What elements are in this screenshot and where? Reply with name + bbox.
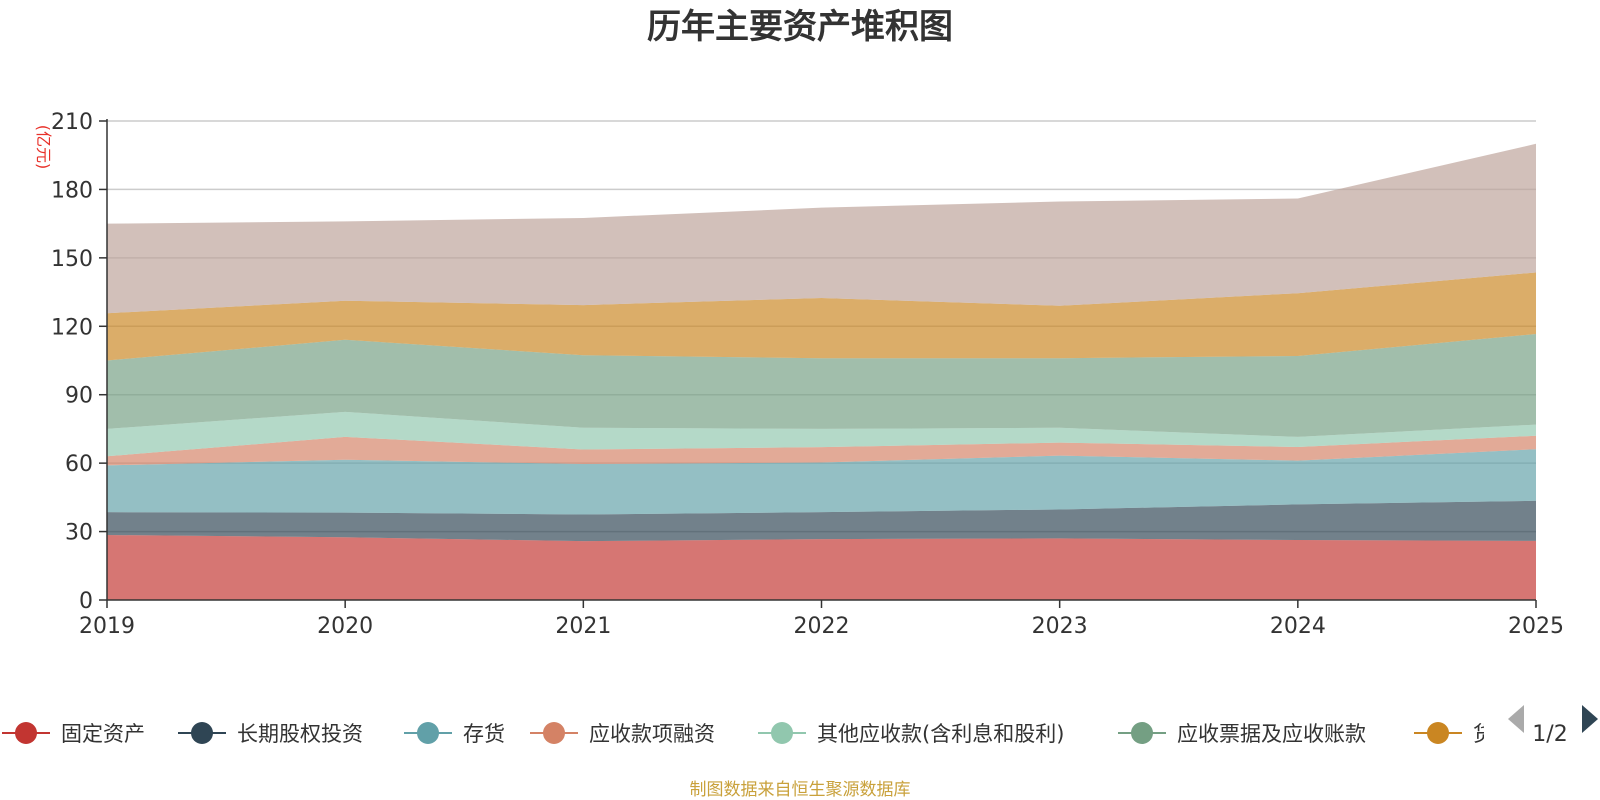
- legend-marker-1: [191, 722, 213, 744]
- legend-label-4: 其他应收款(含利息和股利): [817, 722, 1064, 746]
- x-tick-label-2020: 2020: [317, 614, 373, 639]
- data-source-note: 制图数据来自恒生聚源数据库: [690, 780, 911, 800]
- legend-label-3: 应收款项融资: [589, 722, 715, 746]
- area-series-0: [107, 534, 1536, 600]
- x-tick-label-2022: 2022: [794, 614, 850, 639]
- axes: 0 30 60 90 120 150 180 210 2019 2020 2021 2022 2023 2…: [51, 110, 1564, 639]
- x-tick-label-2023: 2023: [1032, 614, 1088, 639]
- legend-marker-4: [771, 722, 793, 744]
- legend-item-6[interactable]: 货: [1414, 722, 1494, 746]
- area-series-1: [107, 500, 1536, 542]
- x-tick-label-2024: 2024: [1270, 614, 1326, 639]
- legend-marker-3: [543, 722, 565, 744]
- legend-page-indicator: 1/2: [1532, 722, 1567, 747]
- y-tick-label-90: 90: [65, 384, 93, 409]
- area-series-6: [107, 272, 1536, 361]
- y-tick-label-210: 210: [51, 110, 93, 135]
- y-tick-label-120: 120: [51, 315, 93, 340]
- area-series-3: [107, 435, 1536, 466]
- legend-next-icon[interactable]: [1582, 705, 1598, 733]
- legend-label-6: 货: [1473, 722, 1494, 746]
- stacked-areas: [107, 143, 1536, 600]
- x-tick-label-2025: 2025: [1508, 614, 1564, 639]
- y-axis-unit: (亿元): [34, 125, 53, 170]
- y-tick-label-30: 30: [65, 521, 93, 546]
- legend-marker-6: [1427, 722, 1449, 744]
- legend-label-0: 固定资产: [61, 722, 145, 746]
- y-tick-label-0: 0: [79, 589, 93, 614]
- area-series-5: [107, 334, 1536, 437]
- legend-label-5: 应收票据及应收账款: [1177, 722, 1366, 746]
- legend: 固定资产 长期股权投资 存货 应收款项融资 其他应收款(含利息和股利) 应收票据及应收账款…: [2, 722, 1494, 746]
- y-tick-label-150: 150: [51, 247, 93, 272]
- legend-marker-2: [417, 722, 439, 744]
- legend-prev-icon[interactable]: [1508, 705, 1524, 733]
- legend-item-4[interactable]: 其他应收款(含利息和股利): [758, 722, 1064, 746]
- chart-title: 历年主要资产堆积图: [647, 7, 953, 47]
- legend-marker-5: [1131, 722, 1153, 744]
- legend-marker-0: [15, 722, 37, 744]
- legend-pager: 1/2: [1508, 705, 1598, 747]
- legend-item-0[interactable]: 固定资产: [2, 722, 145, 746]
- legend-label-1: 长期股权投资: [237, 722, 363, 746]
- y-tick-label-180: 180: [51, 178, 93, 203]
- area-series-7: [107, 143, 1536, 314]
- legend-item-1[interactable]: 长期股权投资: [178, 722, 363, 746]
- area-series-2: [107, 449, 1536, 515]
- x-tick-label-2019: 2019: [79, 614, 135, 639]
- legend-label-2: 存货: [463, 722, 505, 746]
- legend-item-3[interactable]: 应收款项融资: [530, 722, 715, 746]
- legend-item-5[interactable]: 应收票据及应收账款: [1118, 722, 1366, 746]
- y-tick-label-60: 60: [65, 452, 93, 477]
- x-tick-label-2021: 2021: [555, 614, 611, 639]
- legend-item-2[interactable]: 存货: [404, 722, 505, 746]
- area-series-4: [107, 411, 1536, 457]
